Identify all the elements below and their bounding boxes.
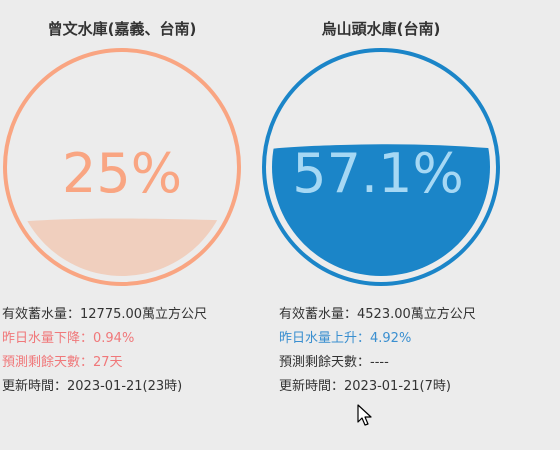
percent-label: 57.1%: [292, 142, 464, 205]
percent-label: 25%: [62, 142, 182, 205]
water-fill: [272, 144, 490, 276]
mouse-cursor-icon: [357, 404, 372, 426]
change-text: 昨日水量上升：4.92%: [279, 331, 412, 346]
change-text: 昨日水量下降：0.94%: [2, 331, 135, 346]
water-level-gauge: 57.1% 57.1%: [261, 47, 501, 287]
water-level-gauge: 25%: [2, 47, 242, 287]
water-fill: [13, 218, 231, 276]
reservoir-title: 曾文水庫(嘉義、台南): [47, 20, 197, 38]
reservoir-info: 有效蓄水量：4523.00萬立方公尺 昨日水量上升：4.92% 預測剩餘天數：-…: [279, 303, 549, 399]
reservoir-info: 有效蓄水量：12775.00萬立方公尺 昨日水量下降：0.94% 預測剩餘天數：…: [2, 303, 227, 399]
gauge-ring: [262, 48, 500, 286]
reservoir-title: 烏山頭水庫(台南): [321, 20, 441, 38]
updated-time-text: 更新時間：2023-01-21(7時): [279, 379, 451, 394]
capacity-text: 有效蓄水量：4523.00萬立方公尺: [279, 307, 476, 322]
days-remaining-text: 預測剩餘天數：----: [279, 355, 389, 370]
gauge-ring: [3, 48, 241, 286]
capacity-text: 有效蓄水量：12775.00萬立方公尺: [2, 307, 208, 322]
updated-time-text: 更新時間：2023-01-21(23時): [2, 379, 183, 394]
days-remaining-text: 預測剩餘天數：27天: [2, 355, 123, 370]
